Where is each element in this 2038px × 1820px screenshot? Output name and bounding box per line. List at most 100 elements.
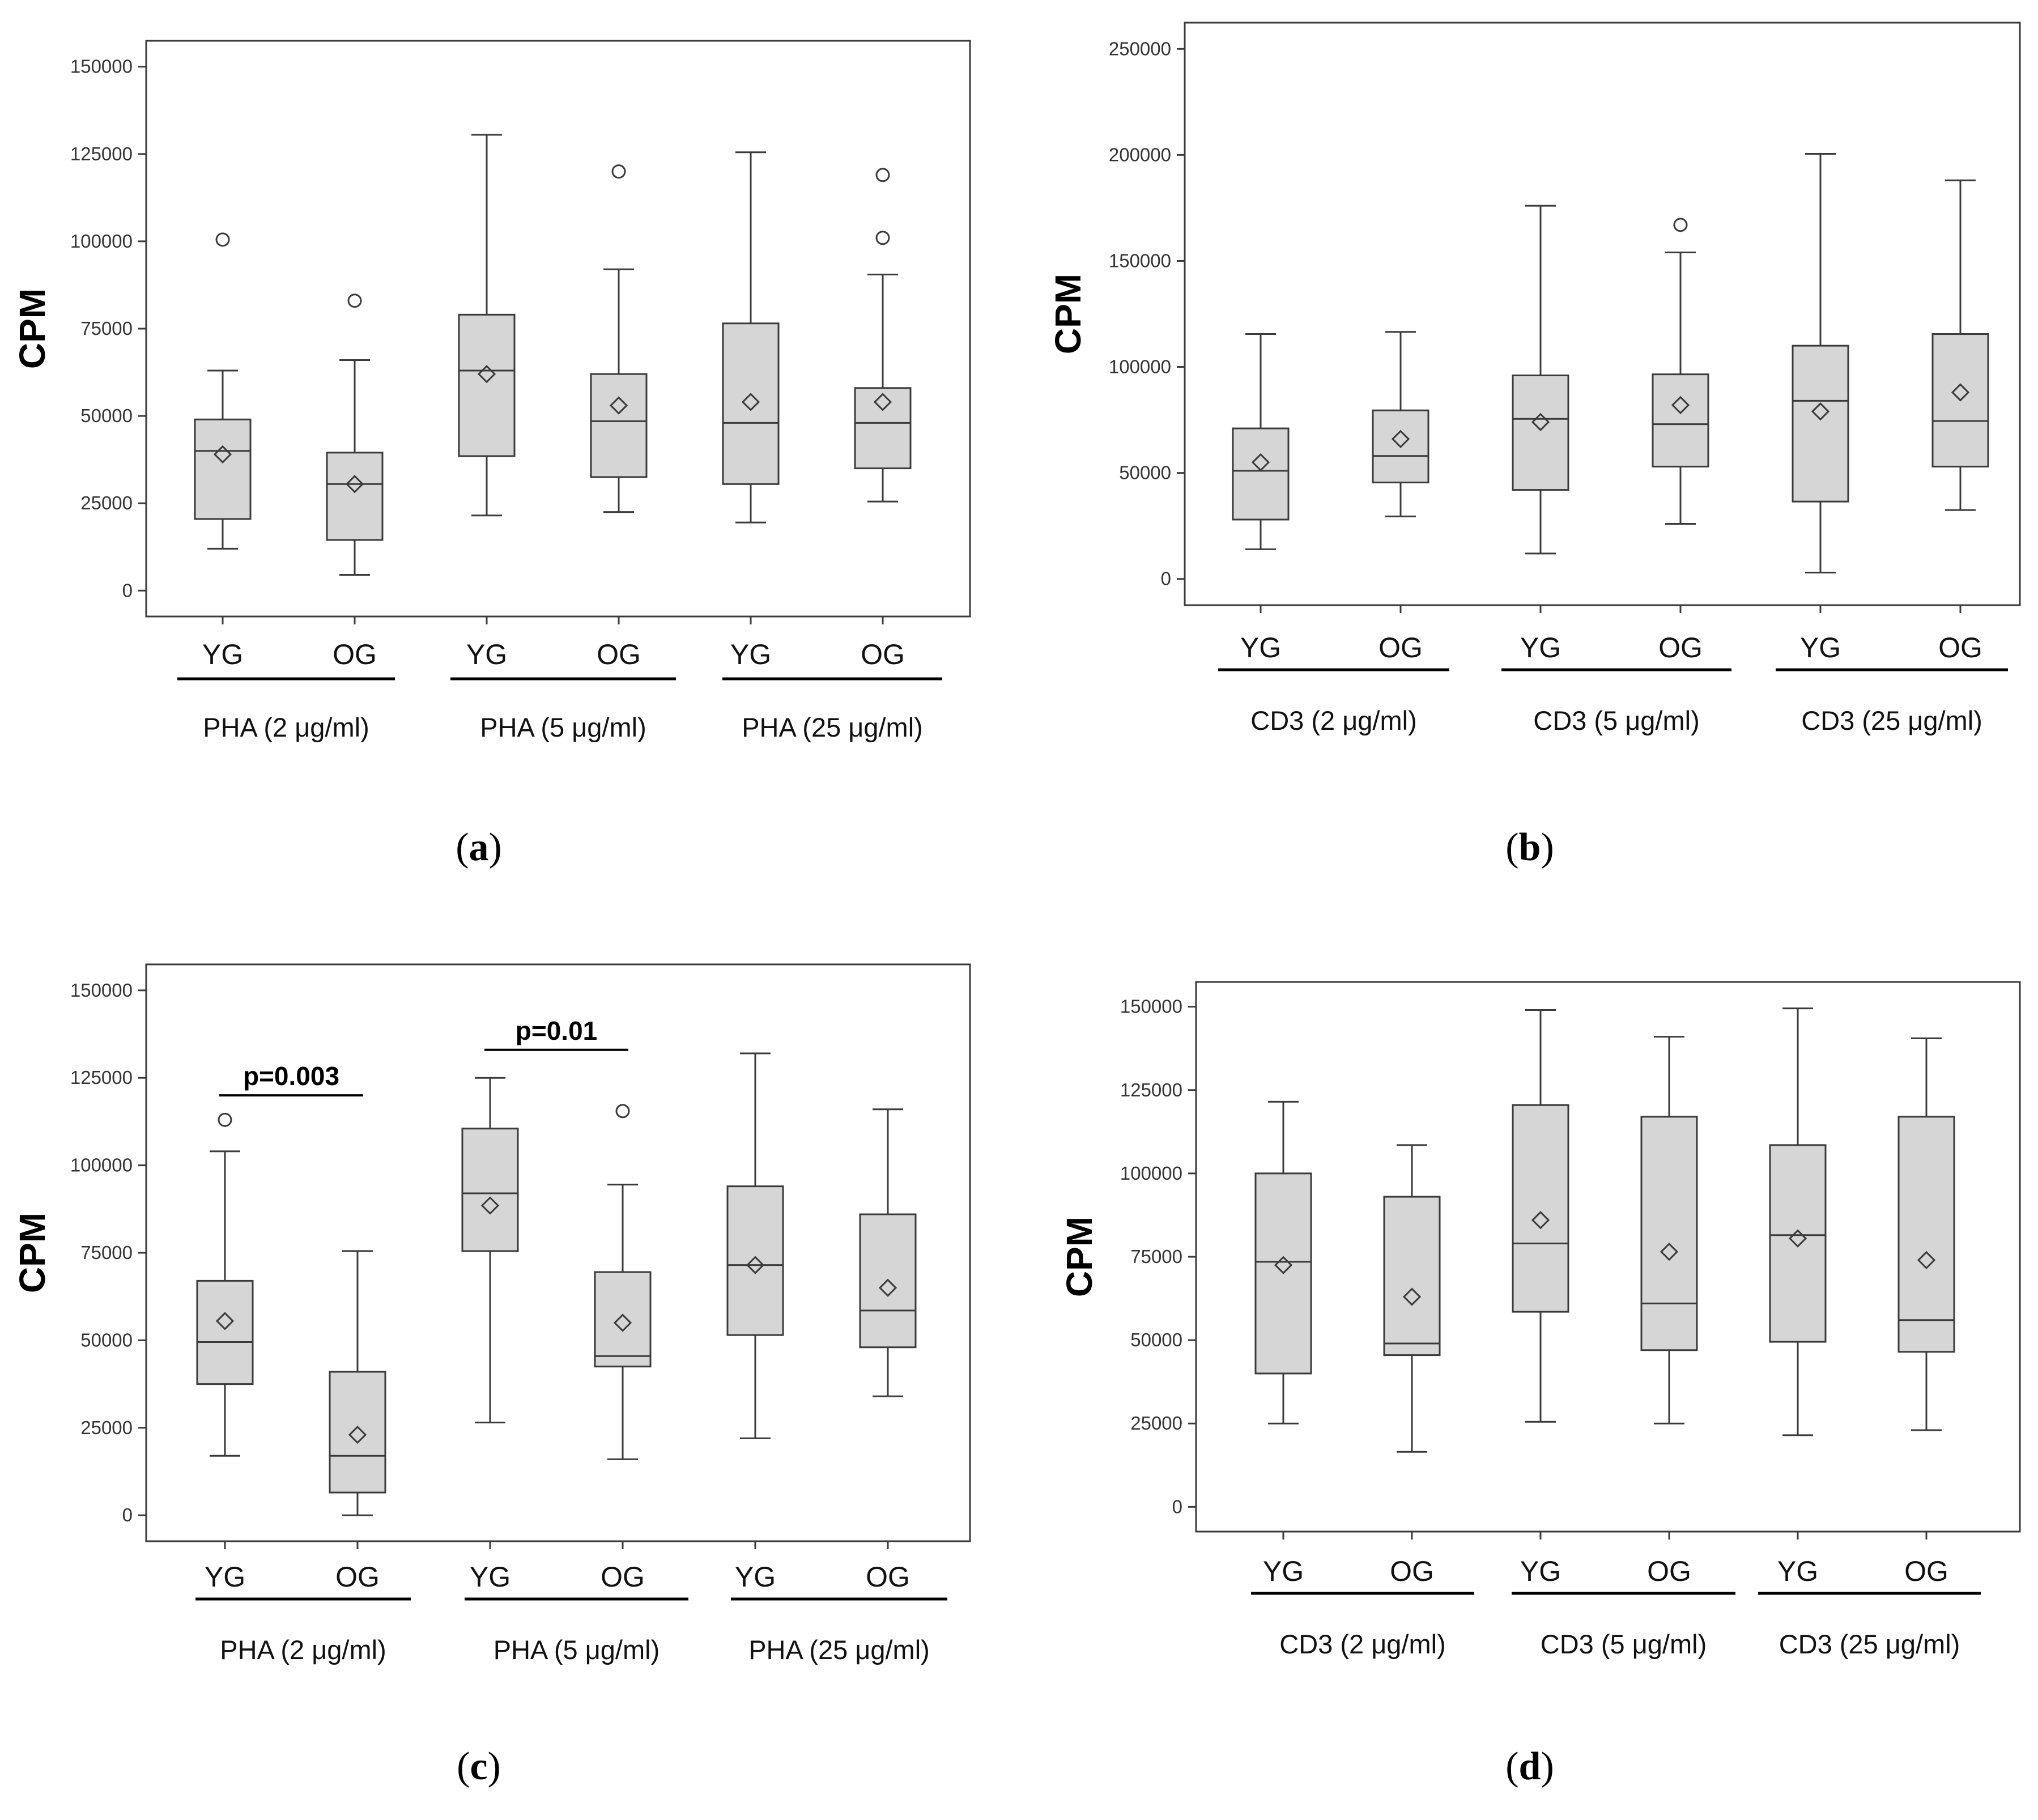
- category-label: OG: [1647, 1555, 1691, 1587]
- box-5: [1792, 152, 1849, 574]
- plot-frame: [145, 40, 971, 618]
- category-label: OG: [1904, 1555, 1948, 1587]
- box-2: [329, 1250, 386, 1516]
- iqr-box: [1897, 1116, 1955, 1353]
- category-label: YG: [1240, 632, 1281, 664]
- outlier-point: [218, 1112, 232, 1127]
- y-tick-label: 250000: [1109, 38, 1171, 59]
- p-value-label: p=0.01: [516, 1016, 598, 1045]
- y-tick-label: 125000: [70, 143, 133, 164]
- box-3: [1512, 1009, 1569, 1423]
- box-3: [1512, 205, 1569, 555]
- box-1: [1232, 333, 1290, 550]
- box-6: [854, 168, 912, 503]
- category-label: YG: [1777, 1555, 1818, 1587]
- y-tick-label: 75000: [80, 318, 133, 339]
- panel-label: (c): [457, 1745, 501, 1788]
- group-label: CD3 (2 μg/ml): [1250, 705, 1416, 735]
- iqr-box: [722, 322, 780, 485]
- category-label: OG: [866, 1561, 910, 1593]
- outlier-point: [875, 231, 890, 245]
- box-4: [590, 164, 648, 513]
- y-tick-label: 150000: [1120, 996, 1182, 1017]
- mean-marker: [741, 393, 760, 411]
- y-tick-label: 125000: [1120, 1079, 1182, 1100]
- category-label: OG: [1378, 632, 1423, 664]
- mean-marker: [1402, 1287, 1422, 1306]
- box-5: [1769, 1007, 1827, 1436]
- mean-marker: [480, 1196, 500, 1215]
- group-label: CD3 (25 μg/ml): [1801, 705, 1982, 735]
- group-label: CD3 (5 μg/ml): [1533, 705, 1699, 735]
- y-tick-label: 50000: [1119, 462, 1171, 483]
- y-tick-label: 25000: [1130, 1413, 1182, 1434]
- y-axis-label: CPM: [12, 1213, 53, 1293]
- iqr-box: [1792, 345, 1849, 503]
- iqr-box: [590, 373, 648, 478]
- iqr-box: [194, 418, 252, 520]
- category-label: OG: [861, 639, 905, 670]
- category-label: YG: [1520, 1555, 1561, 1587]
- iqr-box: [326, 452, 384, 541]
- panel-label: (d): [1505, 1745, 1554, 1788]
- outlier-point: [1673, 218, 1688, 232]
- mean-marker: [1660, 1243, 1679, 1261]
- box-4: [1640, 1036, 1698, 1424]
- category-label: OG: [1658, 632, 1703, 664]
- outlier-point: [215, 232, 230, 247]
- panel-c: 0 25000 50000 75000 100000 125000 150000 CPM YG O…: [12, 963, 971, 1788]
- panel-label: (a): [456, 826, 502, 869]
- outlier-point: [875, 168, 890, 182]
- group-label: CD3 (25 μg/ml): [1779, 1629, 1960, 1659]
- y-tick-label: 50000: [80, 405, 133, 426]
- y-tick-label: 0: [122, 580, 133, 601]
- mean-marker: [345, 475, 364, 494]
- mean-marker: [213, 445, 232, 464]
- category-label: YG: [1520, 632, 1561, 664]
- iqr-box: [196, 1279, 254, 1385]
- y-tick-label: 50000: [1130, 1329, 1182, 1350]
- box-1: [1254, 1100, 1312, 1424]
- iqr-box: [329, 1371, 386, 1494]
- y-tick-label: 0: [122, 1504, 133, 1525]
- y-tick-label: 100000: [1120, 1163, 1182, 1184]
- category-label: OG: [601, 1561, 645, 1593]
- group-label: CD3 (2 μg/ml): [1279, 1629, 1445, 1659]
- box-6: [1931, 179, 1989, 511]
- plot-frame: [1195, 981, 2021, 1533]
- group-label: CD3 (5 μg/ml): [1541, 1629, 1707, 1659]
- y-axis-label: CPM: [1048, 274, 1088, 354]
- y-tick-label: 75000: [80, 1242, 133, 1263]
- iqr-box: [458, 313, 516, 457]
- iqr-box: [1640, 1116, 1698, 1351]
- box-2: [1383, 1144, 1441, 1453]
- box-3: [461, 1077, 519, 1424]
- category-label: OG: [335, 1561, 380, 1593]
- p-value-label: p=0.003: [243, 1061, 339, 1091]
- category-label: YG: [470, 1561, 510, 1593]
- category-label: OG: [333, 639, 377, 670]
- y-tick-label: 100000: [70, 1155, 133, 1176]
- outlier-point: [347, 294, 362, 308]
- mean-marker: [1811, 402, 1830, 421]
- y-tick-label: 125000: [70, 1067, 133, 1088]
- y-tick-label: 0: [1172, 1496, 1182, 1517]
- group-label: PHA (2 μg/ml): [220, 1635, 386, 1665]
- mean-marker: [873, 393, 892, 411]
- mean-marker: [746, 1256, 765, 1274]
- iqr-box: [1372, 409, 1429, 483]
- group-label: PHA (5 μg/ml): [493, 1635, 660, 1665]
- y-tick-label: 200000: [1109, 144, 1171, 165]
- group-label: PHA (25 μg/ml): [742, 712, 923, 742]
- box-4: [594, 1104, 652, 1460]
- outlier-point: [615, 1104, 630, 1119]
- group-label: PHA (5 μg/ml): [480, 712, 646, 742]
- mean-marker: [613, 1313, 632, 1332]
- iqr-box: [854, 387, 912, 470]
- box-1: [194, 232, 252, 550]
- box-3: [458, 134, 516, 517]
- category-label: YG: [205, 1561, 245, 1593]
- category-label: YG: [1263, 1555, 1304, 1587]
- category-label: OG: [1938, 632, 1982, 664]
- y-tick-label: 0: [1161, 568, 1171, 589]
